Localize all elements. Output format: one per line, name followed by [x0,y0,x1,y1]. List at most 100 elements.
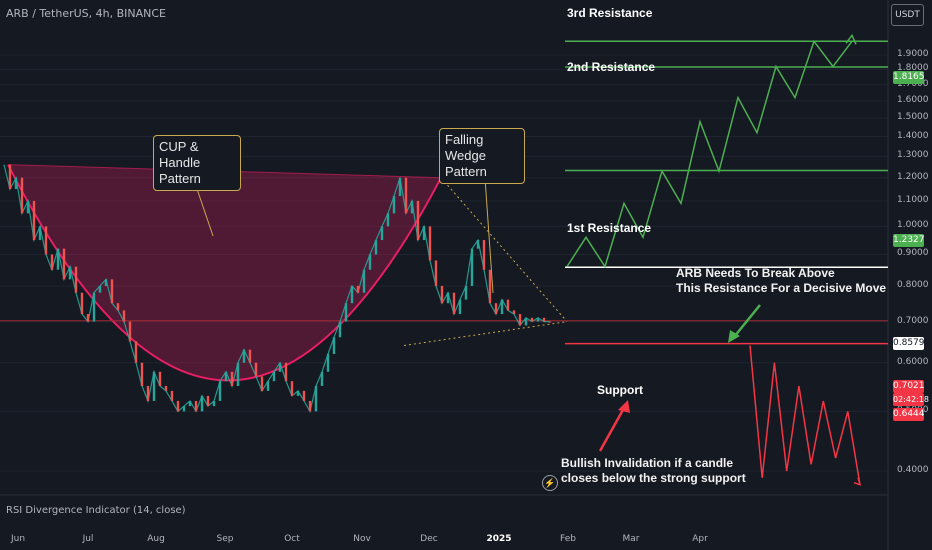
candle [470,248,474,286]
candle [368,254,372,270]
y-tick-label: 1.3000 [897,150,929,161]
candle [272,371,276,382]
falling-wedge-callout: Falling Wedge Pattern [439,128,525,184]
cup-fill [8,164,441,381]
price-series [3,164,552,414]
candle [128,321,132,342]
candle [452,292,456,315]
candle [488,269,492,304]
candle [122,310,126,322]
candle [380,226,384,241]
candle [542,317,546,322]
candle [200,395,204,412]
candle [446,292,450,304]
candle [356,285,360,293]
candle [512,310,516,315]
candle [14,177,18,190]
candle [476,240,480,249]
candle [104,279,108,286]
invalidation-note: Bullish Invalidation if a candle closes … [561,456,746,486]
candle [302,390,306,401]
candle [266,381,270,391]
candle [56,248,60,270]
y-tick-label: 0.8000 [897,279,929,290]
cup-pattern [7,164,494,382]
candle [404,177,408,214]
candle [212,400,216,407]
r1-price-tag: 1.2327 [893,234,925,247]
candle [116,303,120,311]
candle [62,248,66,280]
candle [20,177,24,214]
candle [50,254,54,270]
y-tick-label: 1.1000 [897,194,929,205]
rsi-indicator-label[interactable]: RSI Divergence Indicator (14, close) [6,505,186,516]
candle [68,266,72,280]
candle [284,362,288,382]
cup-callout-line1: CUP & Handle [159,139,201,170]
break-note-line2: This Resistance For a Decisive Move [676,281,887,295]
candle [170,390,174,401]
candle [26,200,30,214]
candle [386,213,390,227]
y-tick-label: 1.0000 [897,220,929,231]
candle [224,371,228,382]
candle [494,303,498,315]
candle [260,376,264,391]
wedge-upper-line [440,177,568,322]
lightning-icon[interactable]: ⚡ [542,475,558,491]
y-tick-label: 0.9000 [897,248,929,259]
x-tick-label: Mar [622,534,640,544]
cup-callout-pointer [194,182,214,237]
candle [194,400,198,412]
wedge-lower-line [403,321,568,347]
candle [422,226,426,241]
candle [392,196,396,214]
y-tick-label: 0.6000 [897,356,929,367]
candle [296,390,300,396]
candle [206,395,210,407]
symbol-header[interactable]: ARB / TetherUS, 4h, BINANCE [6,7,166,20]
x-tick-label: 2025 [486,534,512,544]
candle [146,385,150,401]
candle [236,362,240,386]
x-tick-label: Jun [10,534,26,544]
cup-handle-callout: CUP & Handle Pattern [153,135,241,191]
candle [242,349,246,363]
y-tick-label: 1.4000 [897,130,929,141]
candle [548,321,552,323]
wedge-callout-line2: Pattern [445,164,487,179]
candle [248,349,252,363]
candle [230,371,234,386]
candle [32,200,36,241]
bullish-projection [566,39,853,269]
invalidation-line1: Bullish Invalidation if a candle [561,456,734,470]
candle [278,362,282,372]
countdown-tag: 02:42:18 [893,393,929,406]
candle [98,285,102,293]
candle [110,279,114,304]
candle [530,317,534,322]
candle [308,400,312,412]
candle [464,285,468,300]
candle [290,381,294,396]
candle [134,341,138,363]
support-label: Support [597,383,643,397]
candle [434,260,438,286]
candle [176,400,180,412]
candle [506,299,510,311]
y-tick-label: 1.5000 [897,112,929,123]
bearish-arrowhead [853,477,862,486]
candle [182,406,186,412]
candle [458,299,462,315]
price-levels [0,40,888,345]
y-tick-label: 1.2000 [897,171,929,182]
candle [344,303,348,322]
candle [398,177,402,197]
candle [332,337,336,354]
invalidation-line2: closes below the strong support [561,471,746,485]
y-tick-label: 0.4000 [897,465,929,475]
first-resistance-label: 1st Resistance [567,221,652,235]
currency-selector[interactable]: USDT [891,4,924,26]
